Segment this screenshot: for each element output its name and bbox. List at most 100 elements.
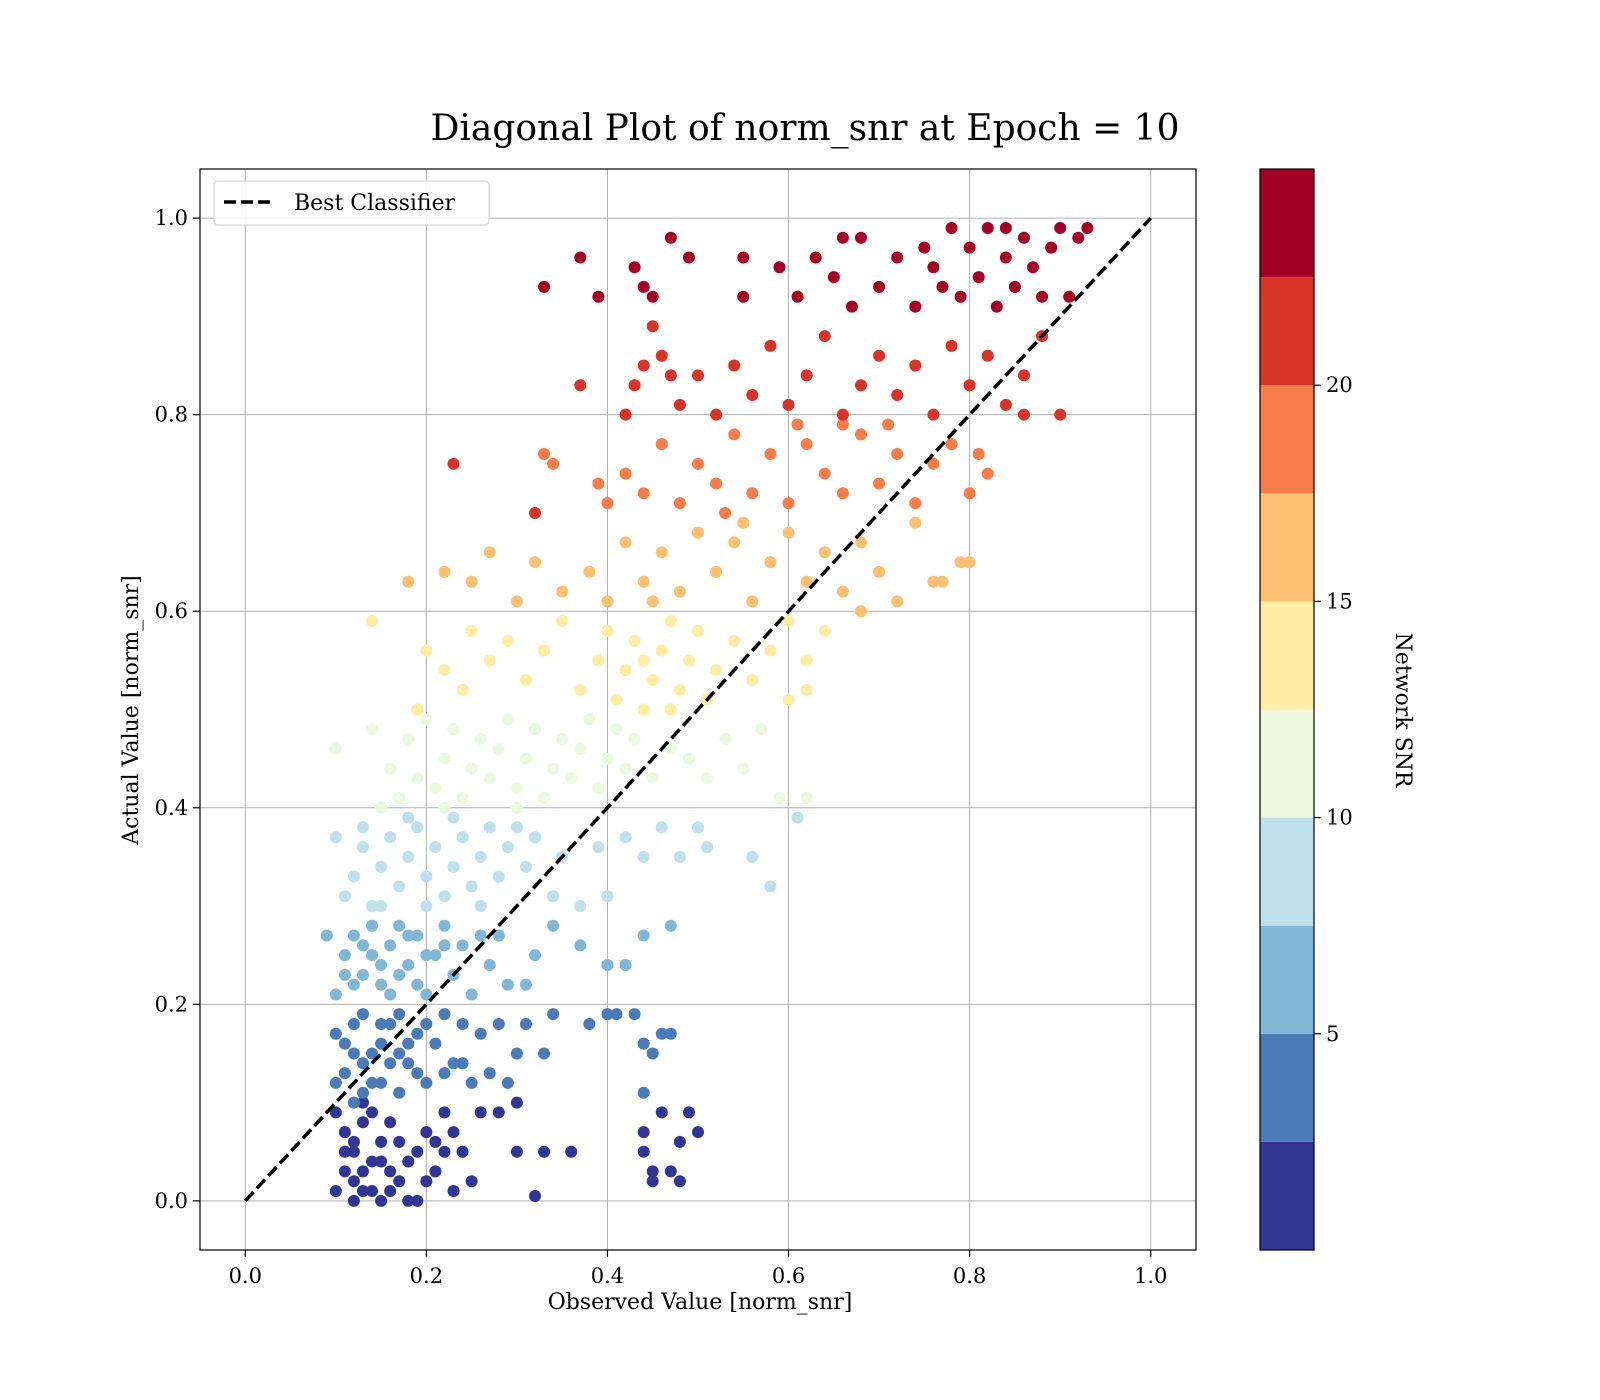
scatter-point xyxy=(818,624,831,637)
scatter-point xyxy=(818,546,831,559)
colorbar-frame xyxy=(1259,168,1315,1251)
colorbar-bin xyxy=(1260,709,1314,818)
scatter-point xyxy=(737,290,750,303)
scatter-point xyxy=(764,447,777,460)
scatter-point xyxy=(402,811,415,824)
scatter-point xyxy=(438,801,451,814)
scatter-point xyxy=(456,791,469,804)
scatter-point xyxy=(646,772,659,785)
scatter-point xyxy=(646,1165,659,1178)
scatter-point xyxy=(637,1126,650,1139)
scatter-point xyxy=(637,575,650,588)
scatter-point xyxy=(818,467,831,480)
scatter-point xyxy=(927,575,940,588)
scatter-point xyxy=(510,801,523,814)
scatter-point xyxy=(420,988,433,1001)
scatter-point xyxy=(891,389,904,402)
scatter-point xyxy=(619,536,632,549)
scatter-point xyxy=(338,949,351,962)
scatter-point xyxy=(692,369,704,382)
scatter-point xyxy=(347,1096,360,1109)
colorbar-bin xyxy=(1260,1141,1314,1250)
scatter-point xyxy=(565,772,578,785)
scatter-point xyxy=(384,1057,397,1070)
scatter-point xyxy=(637,1145,650,1158)
scatter-point xyxy=(728,634,741,647)
scatter-point xyxy=(918,241,931,254)
scatter-point xyxy=(782,526,795,539)
scatter-point xyxy=(429,1037,442,1050)
y-tick-label: 0.0 xyxy=(155,1189,188,1213)
scatter-point xyxy=(474,900,487,913)
scatter-point xyxy=(637,703,650,716)
scatter-point xyxy=(619,467,632,480)
scatter-point xyxy=(411,929,424,942)
scatter-point xyxy=(538,644,551,657)
scatter-point xyxy=(845,300,858,313)
scatter-point xyxy=(474,850,487,863)
scatter-point xyxy=(519,752,532,765)
colorbar-bin xyxy=(1260,817,1314,926)
scatter-point xyxy=(347,929,360,942)
scatter-point xyxy=(646,290,659,303)
scatter-point xyxy=(619,408,632,421)
scatter-point xyxy=(456,1057,469,1070)
scatter-point xyxy=(601,959,614,972)
colorbar-bin xyxy=(1260,925,1314,1034)
scatter-point xyxy=(447,1126,460,1139)
scatter-point xyxy=(465,1175,478,1188)
scatter-point xyxy=(746,850,759,863)
scatter-point xyxy=(628,634,641,647)
scatter-point xyxy=(366,900,379,913)
best-classifier-line xyxy=(243,216,1153,1203)
scatter-point xyxy=(329,742,342,755)
scatter-point xyxy=(456,939,469,952)
scatter-point xyxy=(999,221,1012,234)
scatter-point xyxy=(456,683,469,696)
scatter-point xyxy=(556,585,569,598)
scatter-point xyxy=(664,615,677,628)
scatter-point xyxy=(356,1008,369,1021)
scatter-point xyxy=(954,290,967,303)
scatter-point xyxy=(637,280,650,293)
scatter-point xyxy=(981,467,994,480)
scatter-point xyxy=(411,772,424,785)
scatter-point xyxy=(366,723,379,736)
scatter-point xyxy=(655,1027,668,1040)
colorbar-bin xyxy=(1260,169,1314,278)
scatter-point xyxy=(664,1027,677,1040)
scatter-point xyxy=(429,841,442,854)
scatter-point xyxy=(402,1057,415,1070)
scatter-point xyxy=(356,1057,369,1070)
scatter-point xyxy=(592,477,605,490)
scatter-point xyxy=(782,693,795,706)
scatter-point xyxy=(474,929,487,942)
scatter-point xyxy=(465,988,478,1001)
scatter-point xyxy=(420,949,433,962)
scatter-point xyxy=(411,978,424,991)
scatter-point xyxy=(347,1047,360,1060)
scatter-point xyxy=(465,575,478,588)
scatter-point xyxy=(329,1185,342,1198)
scatter-point xyxy=(529,723,542,736)
scatter-point xyxy=(800,369,813,382)
scatter-point xyxy=(583,565,596,578)
scatter-point xyxy=(809,251,822,264)
scatter-point xyxy=(375,978,388,991)
scatter-point xyxy=(384,988,397,1001)
scatter-point xyxy=(529,506,542,519)
scatter-point xyxy=(411,1027,424,1040)
scatter-point xyxy=(891,595,904,608)
scatter-point xyxy=(628,261,641,274)
scatter-point xyxy=(1017,231,1030,244)
scatter-point xyxy=(646,674,659,687)
scatter-point xyxy=(384,1017,397,1030)
scatter-point xyxy=(375,900,388,913)
scatter-point xyxy=(583,1017,596,1030)
scatter-point xyxy=(854,536,867,549)
scatter-point xyxy=(356,841,369,854)
scatter-point xyxy=(909,359,922,372)
scatter-point xyxy=(972,271,985,284)
scatter-point xyxy=(610,693,623,706)
scatter-point xyxy=(538,447,551,460)
